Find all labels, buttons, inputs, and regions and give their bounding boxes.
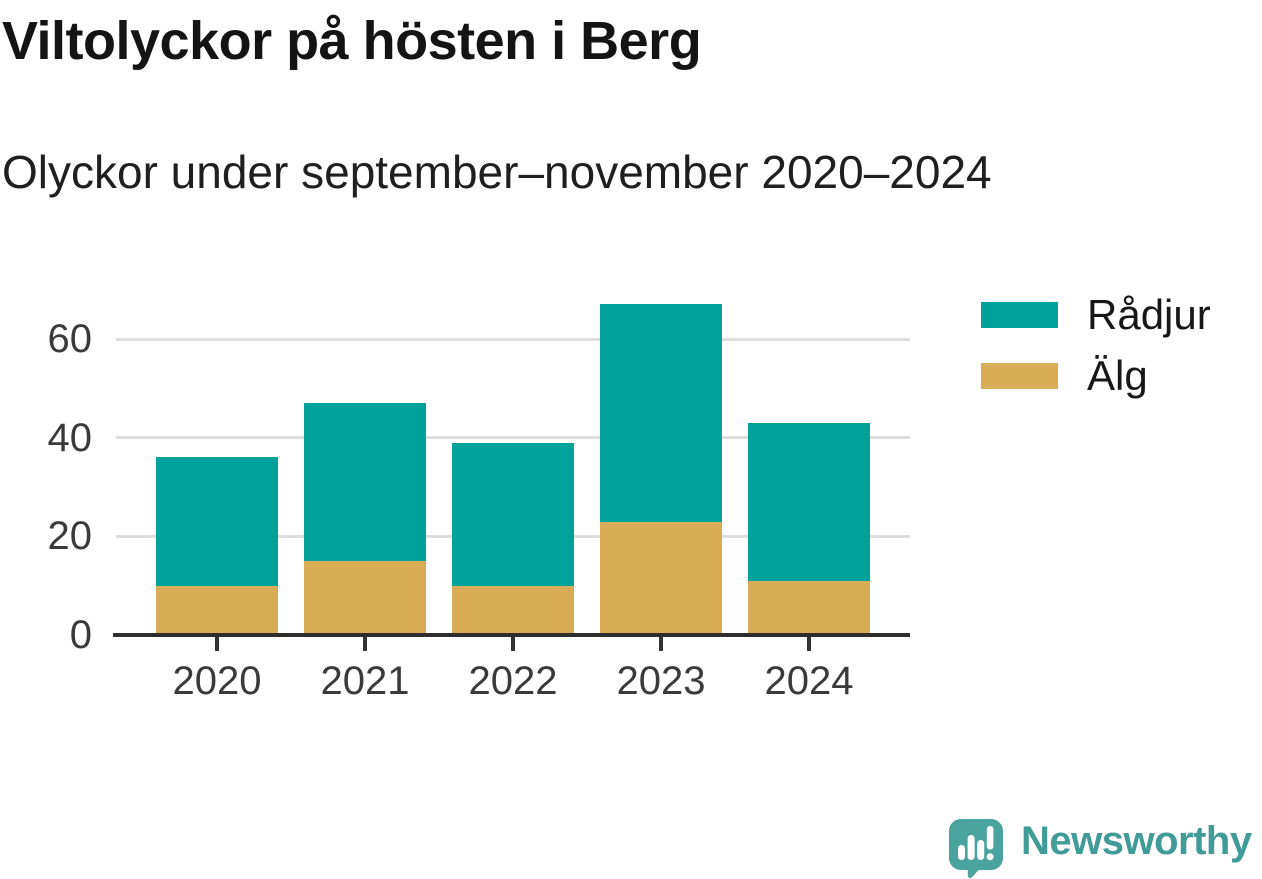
bar-segment-rådjur-2021 (304, 403, 426, 561)
bar-segment-älg-2024 (748, 580, 870, 635)
chart-subtitle: Olyckor under september–november 2020–20… (2, 146, 992, 198)
x-axis-line (113, 633, 910, 637)
brand-link[interactable]: Newsworthy (948, 818, 1252, 879)
legend-label: Älg (1087, 352, 1148, 399)
x-axis-tick-2024 (807, 637, 811, 651)
legend-swatch (981, 302, 1058, 328)
gridline-y-60 (116, 337, 910, 341)
brand-name: Newsworthy (1021, 819, 1252, 863)
bar-segment-älg-2021 (304, 561, 426, 635)
bar-segment-rådjur-2022 (452, 442, 574, 586)
x-axis-tick-2023 (659, 637, 663, 651)
x-axis-tick-label-2022: 2022 (468, 659, 558, 703)
y-axis-tick-label-20: 20 (47, 514, 93, 559)
legend-item-lg: Älg (981, 354, 1211, 398)
chart-title: Viltolyckor på hösten i Berg (2, 11, 702, 71)
bar-segment-älg-2023 (600, 521, 722, 635)
x-axis-tick-label-2021: 2021 (320, 659, 410, 703)
y-axis-tick-label-60: 60 (47, 317, 93, 362)
legend-swatch (981, 363, 1058, 389)
bar-segment-rådjur-2020 (156, 457, 278, 586)
legend-item-rdjur: Rådjur (981, 293, 1211, 337)
x-axis-tick-2022 (511, 637, 515, 651)
bar-segment-rådjur-2023 (600, 304, 722, 522)
x-axis-tick-label-2020: 2020 (172, 659, 262, 703)
newsworthy-logo-icon (948, 818, 1005, 879)
y-axis-tick-label-40: 40 (47, 415, 93, 460)
bar-segment-rådjur-2024 (748, 422, 870, 581)
x-axis-tick-2021 (363, 637, 367, 651)
gridline-y-40 (116, 436, 910, 440)
x-axis-tick-2020 (215, 637, 219, 651)
bar-segment-älg-2020 (156, 585, 278, 635)
x-axis-tick-label-2024: 2024 (764, 659, 854, 703)
legend-label: Rådjur (1087, 291, 1211, 338)
x-axis-tick-label-2023: 2023 (616, 659, 706, 703)
legend: Rådjur Älg (981, 293, 1211, 398)
bar-segment-älg-2022 (452, 585, 574, 635)
y-axis-tick-label-0: 0 (69, 613, 92, 657)
